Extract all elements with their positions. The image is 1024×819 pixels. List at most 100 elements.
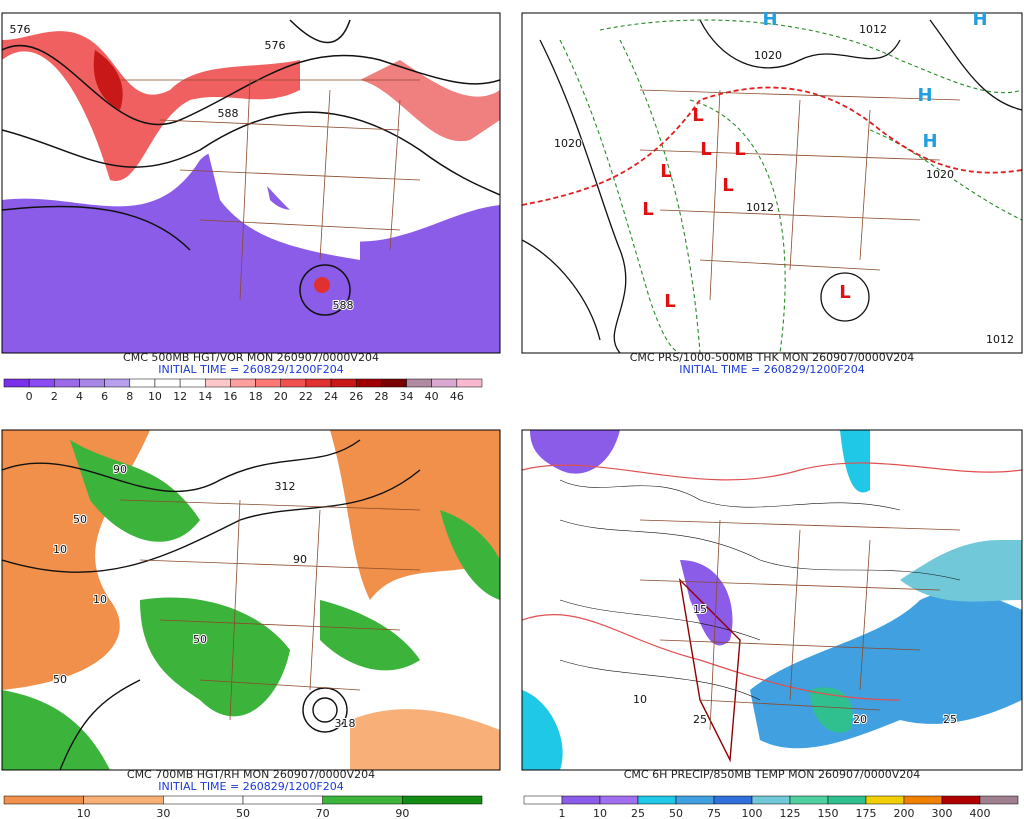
- legend-swatch: [561, 795, 601, 805]
- legend-label: 30: [156, 807, 170, 819]
- legend-swatch: [381, 378, 407, 388]
- contour-label: 20: [853, 713, 867, 726]
- contour-label: 25: [693, 713, 707, 726]
- legend-label: 150: [818, 807, 839, 819]
- initial-time: INITIAL TIME = 260829/1200F204: [158, 363, 343, 376]
- legend-label: 25: [631, 807, 645, 819]
- legend-swatch: [713, 795, 753, 805]
- legend-label: 90: [395, 807, 409, 819]
- legend-swatch: [28, 378, 55, 388]
- legend-swatch: [322, 795, 403, 805]
- initial-time: INITIAL TIME = 260829/1200F204: [158, 780, 343, 793]
- legend-label: 8: [126, 390, 133, 403]
- legend-label: 34: [400, 390, 414, 403]
- panel-title: CMC 500MB HGT/VOR MON 260907/0000V204: [123, 351, 379, 364]
- legend-swatch: [431, 378, 458, 388]
- legend-swatch: [79, 378, 105, 388]
- legend-label: 2: [51, 390, 58, 403]
- legend-swatch: [129, 378, 156, 388]
- legend-swatch: [406, 378, 432, 388]
- legend-swatch: [242, 795, 323, 805]
- pressure-symbol: L: [692, 105, 703, 126]
- legend-label: 50: [236, 807, 250, 819]
- contour-label: 588: [333, 299, 354, 312]
- map-humidity: [2, 430, 500, 770]
- legend-label: 40: [425, 390, 439, 403]
- legend-swatch: [637, 795, 677, 805]
- contour-label: 50: [73, 513, 87, 526]
- pressure-symbol: L: [734, 139, 745, 160]
- panel-title: CMC 700MB HGT/RH MON 260907/0000V204: [127, 768, 375, 781]
- contour-label: 90: [293, 553, 307, 566]
- contour-label: 1020: [926, 168, 954, 181]
- pressure-symbol: L: [664, 291, 675, 312]
- legend-swatch: [865, 795, 905, 805]
- legend-swatch: [979, 795, 1019, 805]
- map-frame: [521, 12, 1023, 354]
- legend-swatch: [104, 378, 131, 388]
- legend-label: 1: [559, 807, 566, 819]
- legend-label: 10: [148, 390, 162, 403]
- pressure-symbol: H: [762, 9, 777, 30]
- legend-label: 16: [223, 390, 237, 403]
- legend-swatch: [599, 795, 639, 805]
- panel-title: CMC PRS/1000-500MB THK MON 260907/0000V2…: [630, 351, 915, 364]
- legend-swatch: [280, 378, 307, 388]
- legend-label: 22: [299, 390, 313, 403]
- map-pressure: [522, 13, 1022, 353]
- legend-swatch: [3, 378, 30, 388]
- legend-label: 75: [707, 807, 721, 819]
- contour-label: 1020: [754, 49, 782, 62]
- legend-swatch: [3, 795, 84, 805]
- legend-label: 26: [349, 390, 363, 403]
- legend-swatch: [827, 795, 867, 805]
- contour-label: 10: [53, 543, 67, 556]
- legend-label: 175: [856, 807, 877, 819]
- initial-time: INITIAL TIME = 260829/1200F204: [679, 363, 864, 376]
- contour-label: 1012: [859, 23, 887, 36]
- legend-swatch: [255, 378, 281, 388]
- pressure-symbol: L: [660, 161, 671, 182]
- legend-label: 70: [316, 807, 330, 819]
- legend-label: 20: [274, 390, 288, 403]
- legend-label: 18: [249, 390, 263, 403]
- map-frame: [521, 429, 1023, 771]
- legend-label: 10: [593, 807, 607, 819]
- legend-label: 0: [26, 390, 33, 403]
- legend-swatch: [154, 378, 181, 388]
- legend-label: 28: [374, 390, 388, 403]
- legend-swatch: [230, 378, 256, 388]
- map-frame: [1, 12, 501, 354]
- legend-swatch: [54, 378, 80, 388]
- legend-swatch: [330, 378, 357, 388]
- legend-swatch: [402, 795, 483, 805]
- legend-swatch: [456, 378, 483, 388]
- pressure-symbol: H: [917, 85, 932, 106]
- contour-label: 1020: [554, 137, 582, 150]
- legend-swatch: [305, 378, 332, 388]
- pressure-symbol: L: [722, 175, 733, 196]
- map-precip: [522, 430, 1022, 770]
- contour-label: 576: [10, 23, 31, 36]
- pressure-symbol: L: [839, 282, 850, 303]
- pressure-symbol: H: [922, 131, 937, 152]
- legend-swatch: [163, 795, 244, 805]
- pressure-symbol: L: [642, 199, 653, 220]
- legend-label: 125: [780, 807, 801, 819]
- contour-label: 576: [265, 39, 286, 52]
- legend-swatch: [83, 795, 164, 805]
- legend-swatch: [355, 378, 382, 388]
- contour-label: 25: [943, 713, 957, 726]
- panel-title: CMC 6H PRECIP/850MB TEMP MON 260907/0000…: [624, 768, 921, 781]
- legend-swatch: [523, 795, 563, 805]
- legend-label: 10: [77, 807, 91, 819]
- legend-swatch: [789, 795, 829, 805]
- legend-label: 300: [932, 807, 953, 819]
- legend-label: 400: [970, 807, 991, 819]
- legend-swatch: [675, 795, 715, 805]
- contour-label: 10: [93, 593, 107, 606]
- legend-swatch: [751, 795, 791, 805]
- legend-swatch: [903, 795, 943, 805]
- legend-swatch: [941, 795, 981, 805]
